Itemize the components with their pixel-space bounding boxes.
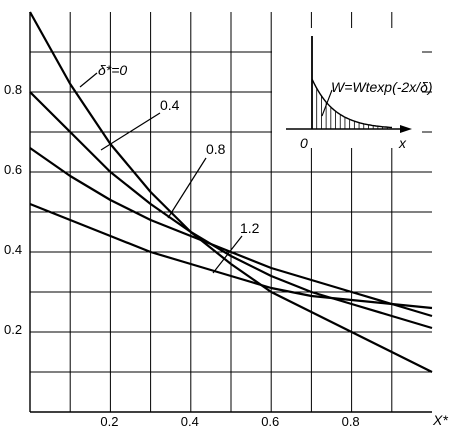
y-tick-label: 0.4: [4, 242, 22, 257]
inset-formula: W=Wtexp(-2x/δ): [331, 79, 433, 95]
leader-delta-0: [79, 72, 98, 88]
series-line-0: [29, 11, 433, 373]
series-line-1: [29, 91, 433, 330]
series-group: [29, 11, 433, 373]
series-line-2: [29, 147, 433, 318]
label-12: 1.2: [240, 220, 260, 236]
x-axis-label: X*: [432, 412, 448, 428]
inset: W=Wtexp(-2x/δ) 0 x: [272, 28, 433, 151]
axes: [29, 12, 432, 413]
x-tick-label: 0.6: [261, 414, 279, 429]
label-08: 0.8: [206, 141, 226, 157]
label-04: 0.4: [160, 97, 180, 113]
inset-origin-label: 0: [300, 135, 308, 151]
inset-leader: [321, 89, 333, 117]
label-delta-0: δ*=0: [98, 62, 127, 78]
x-tick-label: 0.4: [181, 414, 199, 429]
inset-x-label: x: [398, 135, 407, 151]
y-tick-label: 0.6: [4, 162, 22, 177]
x-tick-label: 0.2: [100, 414, 118, 429]
inset-decay-curve: [311, 78, 393, 129]
leader-12: [212, 235, 243, 274]
leader-04: [100, 112, 161, 151]
leader-08: [167, 157, 207, 219]
x-tick-label: 0.8: [342, 414, 360, 429]
series-line-3: [29, 202, 433, 310]
y-tick-label: 0.8: [4, 82, 22, 97]
inset-arrow-icon: [400, 125, 412, 133]
inset-background: [272, 28, 422, 148]
series-labels: δ*=0 0.4 0.8 1.2: [79, 62, 260, 274]
y-tick-label: 0.2: [4, 322, 22, 337]
tick-labels: 0.2 0.4 0.6 0.8 0.2 0.4 0.6 0.8: [4, 82, 360, 429]
